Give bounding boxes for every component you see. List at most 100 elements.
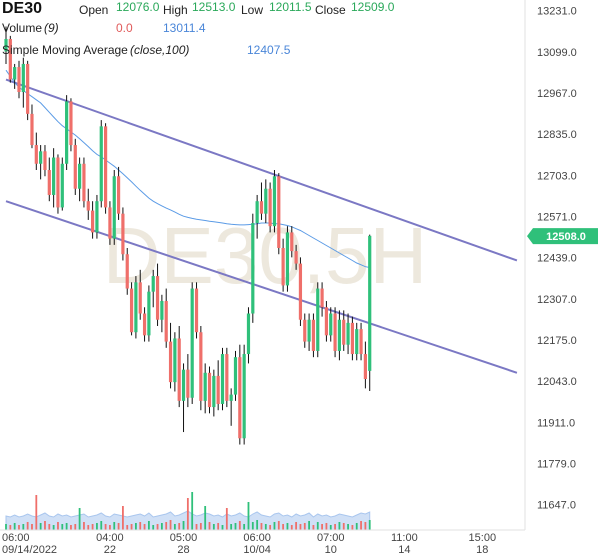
volume-bar xyxy=(212,524,215,530)
time-tick-label: 15:00 xyxy=(469,532,497,544)
candle-down xyxy=(199,325,203,411)
candle-body xyxy=(242,354,246,439)
candle-up xyxy=(181,363,186,433)
candle-body xyxy=(246,313,251,355)
candle-body xyxy=(121,213,125,255)
candle-body xyxy=(30,113,34,146)
candle-down xyxy=(363,341,367,389)
candle-body xyxy=(324,307,329,336)
candle-up xyxy=(272,170,277,233)
volume-bar xyxy=(316,522,319,530)
volume-bar xyxy=(182,521,185,530)
volume-bar xyxy=(351,525,354,530)
volume-bar xyxy=(173,524,176,530)
volume-bar xyxy=(208,522,211,530)
date-tick-label: 14 xyxy=(398,544,410,556)
price-tick-label: 12571.0 xyxy=(537,211,577,223)
candle-down xyxy=(125,247,129,295)
volume-bar xyxy=(147,521,150,530)
candle-up xyxy=(242,344,246,445)
candle-down xyxy=(91,201,95,239)
candle-body xyxy=(52,157,56,195)
candle-up xyxy=(78,157,82,202)
candle-down xyxy=(238,344,242,445)
candle-up xyxy=(190,282,194,404)
candle-body xyxy=(164,301,168,342)
volume-bar xyxy=(186,498,189,530)
candle-body xyxy=(199,332,203,401)
date-tick-label: 10/04 xyxy=(243,544,271,556)
volume-bar xyxy=(303,523,306,530)
candle-body xyxy=(8,38,12,80)
candle-body xyxy=(43,151,47,171)
candle-down xyxy=(281,238,285,292)
candle-up xyxy=(212,369,216,417)
candle-body xyxy=(173,338,177,383)
volume-bar xyxy=(360,521,362,530)
volume-bar xyxy=(260,523,263,530)
candle-down xyxy=(207,366,212,414)
volume-bar xyxy=(13,523,16,530)
candle-body xyxy=(238,357,242,439)
volume-bar xyxy=(191,492,194,530)
volume-bar xyxy=(91,524,94,530)
candle-up xyxy=(151,269,155,308)
candle-body xyxy=(320,288,324,308)
candle-up xyxy=(355,322,359,361)
price-axis[interactable]: 13231.0 13099.0 12967.0 12835.0 12703.0 12571… xyxy=(537,6,577,512)
candle-body xyxy=(259,201,264,214)
time-tick-label: 07:00 xyxy=(317,532,345,544)
candle-body xyxy=(307,319,311,342)
candle-up xyxy=(65,95,69,171)
volume-bar xyxy=(143,524,146,530)
candle-body xyxy=(190,288,194,398)
candle-body xyxy=(277,176,281,248)
candle-down xyxy=(26,60,30,121)
candle-body xyxy=(294,251,298,264)
volume-bar xyxy=(57,522,59,530)
volume-bar xyxy=(277,521,280,530)
candles xyxy=(4,26,372,445)
volume-bar xyxy=(152,525,155,530)
candle-body xyxy=(82,163,86,202)
candle-body xyxy=(290,232,294,252)
volume-bar xyxy=(39,523,42,530)
volume-bar xyxy=(225,508,228,530)
price-tick-label: 12439.0 xyxy=(537,253,577,265)
volume-bar xyxy=(83,522,85,530)
candle-body xyxy=(56,157,60,208)
candle-body xyxy=(134,282,138,333)
candle-down xyxy=(17,60,21,99)
volume-bar xyxy=(35,495,38,530)
volume-bar xyxy=(18,525,20,530)
candle-body xyxy=(342,319,346,345)
candle-body xyxy=(86,201,90,211)
price-tick-label: 11779.0 xyxy=(537,459,576,471)
volume-bar xyxy=(264,524,267,530)
time-axis[interactable]: 06:0009/14/202204:002205:002806:0010/040… xyxy=(0,529,525,556)
price-tick-label: 12043.0 xyxy=(537,376,577,388)
price-tick-label: 12175.0 xyxy=(537,335,577,347)
candle-body xyxy=(337,319,342,351)
candle-up xyxy=(160,294,164,333)
candle-body xyxy=(129,288,134,333)
candle-up xyxy=(13,63,17,89)
candle-up xyxy=(246,307,251,364)
volume-bar xyxy=(9,525,12,530)
candle-body xyxy=(272,176,277,227)
candle-down xyxy=(298,257,303,326)
candle-down xyxy=(359,322,363,361)
volume-bar xyxy=(308,521,310,530)
volume-bar xyxy=(87,525,90,530)
candle-up xyxy=(368,234,372,392)
volume-bar xyxy=(61,524,64,530)
volume-bar xyxy=(243,524,246,530)
candle-up xyxy=(52,148,56,208)
candle-body xyxy=(229,394,233,401)
candle-body xyxy=(95,201,99,233)
volume-bar xyxy=(256,520,259,530)
date-tick-label: 22 xyxy=(104,544,116,556)
volume-panel xyxy=(5,492,371,531)
candle-down xyxy=(34,132,38,171)
